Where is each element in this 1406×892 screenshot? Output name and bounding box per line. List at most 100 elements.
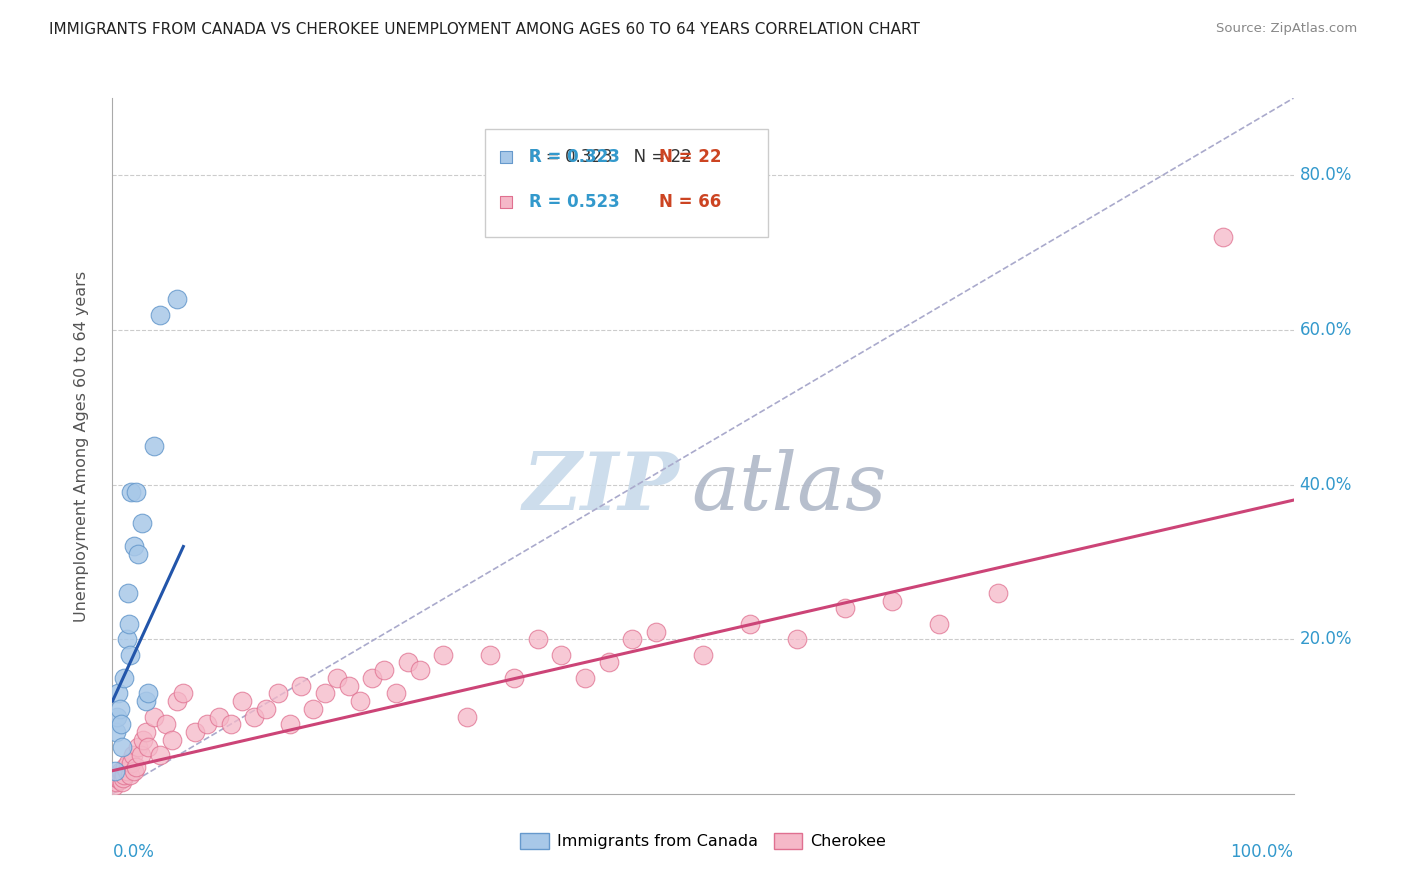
Point xyxy=(108,702,131,716)
Point xyxy=(108,772,131,787)
Point xyxy=(104,764,127,778)
Point xyxy=(127,547,149,561)
Point xyxy=(408,663,430,677)
Point xyxy=(314,686,336,700)
Point xyxy=(107,767,129,781)
Point xyxy=(172,686,194,700)
Point xyxy=(120,485,142,500)
Point xyxy=(142,439,165,453)
Point xyxy=(111,775,134,789)
Text: Source: ZipAtlas.com: Source: ZipAtlas.com xyxy=(1216,22,1357,36)
Point xyxy=(110,717,132,731)
Point xyxy=(122,540,145,554)
Point xyxy=(120,756,142,770)
Point xyxy=(231,694,253,708)
Point xyxy=(115,632,138,647)
Point xyxy=(243,709,266,723)
Point xyxy=(195,717,218,731)
Point xyxy=(208,709,231,723)
Point xyxy=(111,740,134,755)
Point xyxy=(112,671,135,685)
Point xyxy=(526,632,548,647)
Point xyxy=(135,725,157,739)
Point xyxy=(302,702,325,716)
FancyBboxPatch shape xyxy=(485,129,768,237)
Point xyxy=(644,624,666,639)
Text: 60.0%: 60.0% xyxy=(1299,321,1351,339)
Y-axis label: Unemployment Among Ages 60 to 64 years: Unemployment Among Ages 60 to 64 years xyxy=(75,270,89,622)
Point xyxy=(166,292,188,306)
Point xyxy=(105,775,128,789)
Text: R = 0.523: R = 0.523 xyxy=(530,194,620,211)
Point xyxy=(834,601,856,615)
Point xyxy=(290,679,312,693)
Point xyxy=(385,686,408,700)
Point xyxy=(122,764,145,778)
Point xyxy=(254,702,277,716)
Point xyxy=(1212,230,1234,244)
Point xyxy=(880,593,903,607)
Point xyxy=(120,648,142,662)
Point xyxy=(621,632,644,647)
Point xyxy=(278,717,301,731)
Point xyxy=(131,516,153,531)
Point xyxy=(105,709,128,723)
Point xyxy=(574,671,596,685)
Point xyxy=(432,648,454,662)
Point xyxy=(135,694,157,708)
Point xyxy=(326,671,349,685)
Point xyxy=(125,485,148,500)
Point xyxy=(160,732,183,747)
Point xyxy=(103,779,125,793)
Text: 20.0%: 20.0% xyxy=(1299,631,1353,648)
Point xyxy=(267,686,290,700)
Text: IMMIGRANTS FROM CANADA VS CHEROKEE UNEMPLOYMENT AMONG AGES 60 TO 64 YEARS CORREL: IMMIGRANTS FROM CANADA VS CHEROKEE UNEMP… xyxy=(49,22,920,37)
Point xyxy=(219,717,242,731)
Text: 0.0%: 0.0% xyxy=(112,843,155,861)
Point xyxy=(456,709,478,723)
Text: R = 0.323    N = 22: R = 0.323 N = 22 xyxy=(530,148,692,166)
Point xyxy=(118,616,141,631)
Point xyxy=(129,748,152,763)
Point xyxy=(120,767,142,781)
Point xyxy=(495,129,517,144)
Text: 100.0%: 100.0% xyxy=(1230,843,1294,861)
Point xyxy=(503,671,526,685)
Point xyxy=(479,648,502,662)
Point xyxy=(598,656,620,670)
Point xyxy=(121,748,143,763)
Point xyxy=(166,694,188,708)
Point xyxy=(105,725,128,739)
Point xyxy=(117,586,139,600)
Point xyxy=(117,756,139,770)
Point xyxy=(550,648,572,662)
Point xyxy=(361,671,384,685)
Point xyxy=(136,740,159,755)
Point xyxy=(928,616,950,631)
Text: atlas: atlas xyxy=(692,449,887,526)
Point xyxy=(155,717,177,731)
Point xyxy=(115,764,138,778)
Text: ZIP: ZIP xyxy=(523,449,679,526)
Point xyxy=(692,648,714,662)
Point xyxy=(987,586,1010,600)
Point xyxy=(110,764,132,778)
Point xyxy=(184,725,207,739)
Point xyxy=(107,686,129,700)
Point xyxy=(786,632,808,647)
Text: 40.0%: 40.0% xyxy=(1299,475,1351,493)
Point xyxy=(127,740,149,755)
Point xyxy=(142,709,165,723)
Point xyxy=(125,760,148,774)
Point xyxy=(349,694,371,708)
Text: N = 22: N = 22 xyxy=(659,148,721,166)
Legend: Immigrants from Canada, Cherokee: Immigrants from Canada, Cherokee xyxy=(513,826,893,855)
Point xyxy=(114,760,136,774)
Point xyxy=(112,772,135,786)
Point xyxy=(149,748,172,763)
Point xyxy=(149,308,172,322)
Point xyxy=(373,663,395,677)
Point xyxy=(337,679,360,693)
Point xyxy=(132,732,155,747)
Point xyxy=(112,767,135,781)
